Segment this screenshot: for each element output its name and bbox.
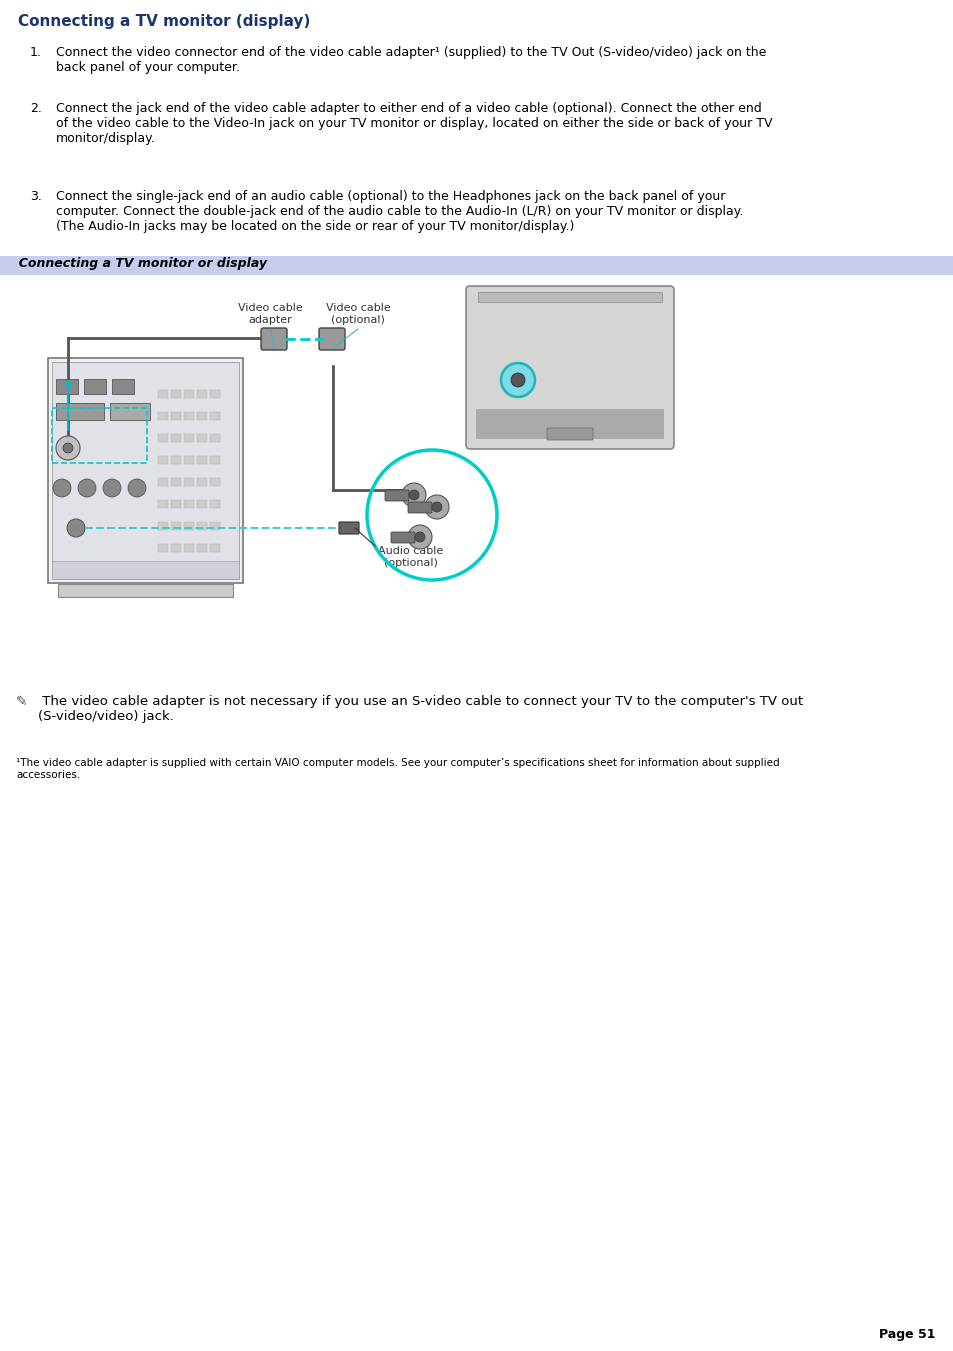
- Bar: [171, 457, 181, 463]
- Bar: [196, 390, 207, 399]
- Circle shape: [53, 480, 71, 497]
- Bar: [196, 500, 207, 508]
- Bar: [210, 478, 220, 486]
- Bar: [158, 457, 168, 463]
- Bar: [52, 561, 239, 580]
- Bar: [196, 457, 207, 463]
- Bar: [0, 255, 953, 276]
- Bar: [56, 403, 104, 420]
- Circle shape: [63, 443, 73, 453]
- FancyBboxPatch shape: [546, 428, 593, 440]
- Text: Connecting a TV monitor or display: Connecting a TV monitor or display: [10, 258, 267, 270]
- Bar: [158, 521, 168, 530]
- Bar: [196, 434, 207, 442]
- FancyBboxPatch shape: [318, 328, 345, 350]
- Text: Audio cable
(optional): Audio cable (optional): [377, 546, 443, 567]
- FancyBboxPatch shape: [408, 503, 432, 513]
- Bar: [171, 412, 181, 420]
- Bar: [158, 412, 168, 420]
- FancyBboxPatch shape: [391, 532, 415, 543]
- Text: 1.: 1.: [30, 46, 42, 59]
- Bar: [184, 544, 193, 553]
- Bar: [48, 358, 243, 584]
- Text: ✎: ✎: [16, 694, 28, 709]
- Circle shape: [408, 526, 432, 549]
- Circle shape: [500, 363, 535, 397]
- Circle shape: [424, 494, 449, 519]
- Bar: [477, 292, 661, 303]
- Bar: [210, 457, 220, 463]
- Bar: [158, 390, 168, 399]
- Bar: [171, 478, 181, 486]
- Bar: [158, 500, 168, 508]
- Text: ¹The video cable adapter is supplied with certain VAIO computer models. See your: ¹The video cable adapter is supplied wit…: [16, 758, 779, 780]
- Bar: [210, 434, 220, 442]
- Bar: [171, 544, 181, 553]
- Bar: [184, 521, 193, 530]
- Bar: [52, 408, 147, 463]
- Bar: [171, 521, 181, 530]
- Bar: [210, 544, 220, 553]
- Bar: [84, 380, 106, 394]
- Bar: [210, 521, 220, 530]
- Bar: [196, 544, 207, 553]
- Bar: [184, 412, 193, 420]
- Circle shape: [67, 519, 85, 536]
- Text: 3.: 3.: [30, 190, 42, 203]
- Bar: [184, 390, 193, 399]
- Text: Connect the single-jack end of an audio cable (optional) to the Headphones jack : Connect the single-jack end of an audio …: [56, 190, 742, 232]
- Bar: [184, 500, 193, 508]
- Bar: [476, 409, 663, 439]
- Bar: [56, 380, 78, 394]
- Bar: [158, 544, 168, 553]
- Circle shape: [103, 480, 121, 497]
- Circle shape: [409, 490, 418, 500]
- Circle shape: [78, 480, 96, 497]
- FancyBboxPatch shape: [385, 490, 409, 501]
- Bar: [196, 478, 207, 486]
- Circle shape: [415, 532, 424, 542]
- Bar: [52, 362, 239, 580]
- Text: 2.: 2.: [30, 101, 42, 115]
- Text: The video cable adapter is not necessary if you use an S-video cable to connect : The video cable adapter is not necessary…: [38, 694, 802, 723]
- Text: Connecting a TV monitor (display): Connecting a TV monitor (display): [18, 14, 310, 28]
- FancyBboxPatch shape: [465, 286, 673, 449]
- Text: Connect the jack end of the video cable adapter to either end of a video cable (: Connect the jack end of the video cable …: [56, 101, 772, 145]
- Bar: [184, 478, 193, 486]
- Circle shape: [432, 503, 441, 512]
- Circle shape: [128, 480, 146, 497]
- Bar: [158, 478, 168, 486]
- Bar: [196, 521, 207, 530]
- Text: Video cable
(optional): Video cable (optional): [325, 303, 390, 324]
- FancyBboxPatch shape: [261, 328, 287, 350]
- Bar: [112, 380, 133, 394]
- Bar: [210, 412, 220, 420]
- Bar: [210, 500, 220, 508]
- Bar: [171, 390, 181, 399]
- Bar: [171, 434, 181, 442]
- Bar: [158, 434, 168, 442]
- Circle shape: [56, 436, 80, 459]
- Text: Connect the video connector end of the video cable adapter¹ (supplied) to the TV: Connect the video connector end of the v…: [56, 46, 765, 74]
- Bar: [171, 500, 181, 508]
- Text: Page 51: Page 51: [879, 1328, 935, 1342]
- Bar: [110, 403, 150, 420]
- Bar: [184, 457, 193, 463]
- Bar: [58, 584, 233, 597]
- Bar: [196, 412, 207, 420]
- Bar: [184, 434, 193, 442]
- Circle shape: [511, 373, 524, 386]
- Circle shape: [401, 484, 426, 507]
- Bar: [210, 390, 220, 399]
- FancyBboxPatch shape: [338, 521, 358, 534]
- Text: Video cable
adapter: Video cable adapter: [237, 303, 302, 324]
